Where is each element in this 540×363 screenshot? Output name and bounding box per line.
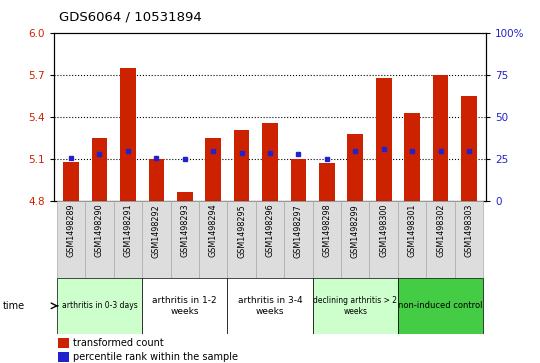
Text: GSM1498303: GSM1498303 — [464, 204, 474, 257]
Bar — [376, 78, 392, 201]
Bar — [177, 192, 193, 201]
Bar — [58, 352, 69, 362]
Bar — [426, 201, 455, 278]
Bar — [58, 338, 69, 348]
Bar — [92, 138, 107, 201]
Text: GSM1498298: GSM1498298 — [322, 204, 332, 257]
Bar — [398, 278, 483, 334]
Text: arthritis in 0-3 days: arthritis in 0-3 days — [62, 301, 137, 310]
Text: GSM1498299: GSM1498299 — [351, 204, 360, 257]
Text: GSM1498292: GSM1498292 — [152, 204, 161, 257]
Text: GSM1498293: GSM1498293 — [180, 204, 189, 257]
Bar — [455, 201, 483, 278]
Bar — [319, 163, 335, 201]
Text: GSM1498302: GSM1498302 — [436, 204, 445, 257]
Bar — [341, 201, 369, 278]
Bar — [227, 201, 256, 278]
Text: GDS6064 / 10531894: GDS6064 / 10531894 — [59, 11, 202, 24]
Bar — [369, 201, 398, 278]
Bar — [120, 68, 136, 201]
Bar — [227, 278, 313, 334]
Bar — [114, 201, 142, 278]
Text: GSM1498295: GSM1498295 — [237, 204, 246, 257]
Bar — [142, 278, 227, 334]
Bar — [404, 113, 420, 201]
Text: time: time — [3, 301, 25, 311]
Text: GSM1498300: GSM1498300 — [379, 204, 388, 257]
Bar — [398, 201, 426, 278]
Bar — [63, 162, 79, 201]
Text: GSM1498290: GSM1498290 — [95, 204, 104, 257]
Text: percentile rank within the sample: percentile rank within the sample — [73, 352, 239, 362]
Bar — [171, 201, 199, 278]
Text: GSM1498289: GSM1498289 — [66, 204, 76, 257]
Text: non-induced control: non-induced control — [399, 301, 483, 310]
Bar — [291, 159, 306, 201]
Bar — [262, 123, 278, 201]
Bar — [284, 201, 313, 278]
Text: GSM1498294: GSM1498294 — [208, 204, 218, 257]
Bar — [142, 201, 171, 278]
Bar — [85, 201, 114, 278]
Text: transformed count: transformed count — [73, 338, 164, 348]
Text: GSM1498301: GSM1498301 — [408, 204, 416, 257]
Bar — [256, 201, 284, 278]
Bar — [313, 201, 341, 278]
Text: declining arthritis > 2
weeks: declining arthritis > 2 weeks — [313, 296, 397, 315]
Bar — [199, 201, 227, 278]
Text: GSM1498291: GSM1498291 — [124, 204, 132, 257]
Bar — [205, 138, 221, 201]
Bar — [313, 278, 398, 334]
Bar — [148, 159, 164, 201]
Bar — [347, 134, 363, 201]
Bar — [57, 278, 142, 334]
Bar — [433, 75, 448, 201]
Text: arthritis in 1-2
weeks: arthritis in 1-2 weeks — [152, 296, 217, 315]
Bar — [234, 130, 249, 201]
Bar — [57, 201, 85, 278]
Text: arthritis in 3-4
weeks: arthritis in 3-4 weeks — [238, 296, 302, 315]
Text: GSM1498296: GSM1498296 — [266, 204, 274, 257]
Text: GSM1498297: GSM1498297 — [294, 204, 303, 257]
Bar — [461, 96, 477, 201]
